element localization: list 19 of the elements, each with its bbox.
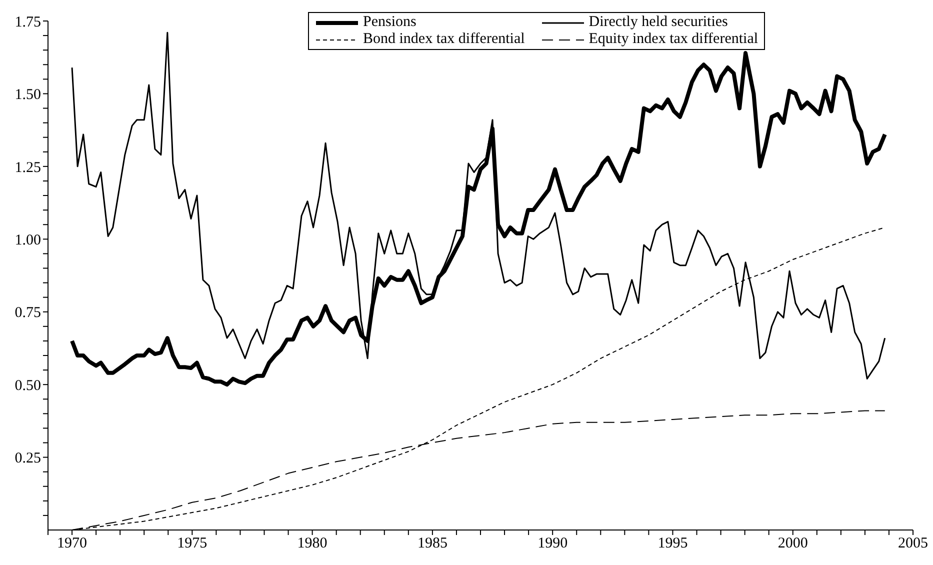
y-tick-label: 1.25 <box>14 160 41 176</box>
y-tick-label: 0.50 <box>14 378 41 394</box>
y-tick-label: 0.25 <box>14 450 41 467</box>
y-tick-label: 1.50 <box>14 87 41 104</box>
x-tick-label: 2000 <box>778 536 808 552</box>
x-tick-label: 2005 <box>898 536 928 552</box>
x-tick-label: 1970 <box>57 536 88 552</box>
legend-label: Directly held securities <box>588 14 728 31</box>
y-tick-label: 0.75 <box>14 305 41 322</box>
x-tick-label: 1985 <box>417 536 448 552</box>
x-tick-label: 1990 <box>538 536 568 552</box>
y-tick-label: 1.75 <box>14 14 41 30</box>
y-tick-label: 1.00 <box>14 232 41 248</box>
legend-label: Bond index tax differential <box>363 31 525 48</box>
legend-label: Pensions <box>363 14 416 31</box>
legend-label: Equity index tax differential <box>588 31 758 48</box>
x-tick-label: 1980 <box>297 536 328 552</box>
x-tick-label: 1995 <box>658 536 688 552</box>
x-tick-label: 1975 <box>177 536 208 552</box>
